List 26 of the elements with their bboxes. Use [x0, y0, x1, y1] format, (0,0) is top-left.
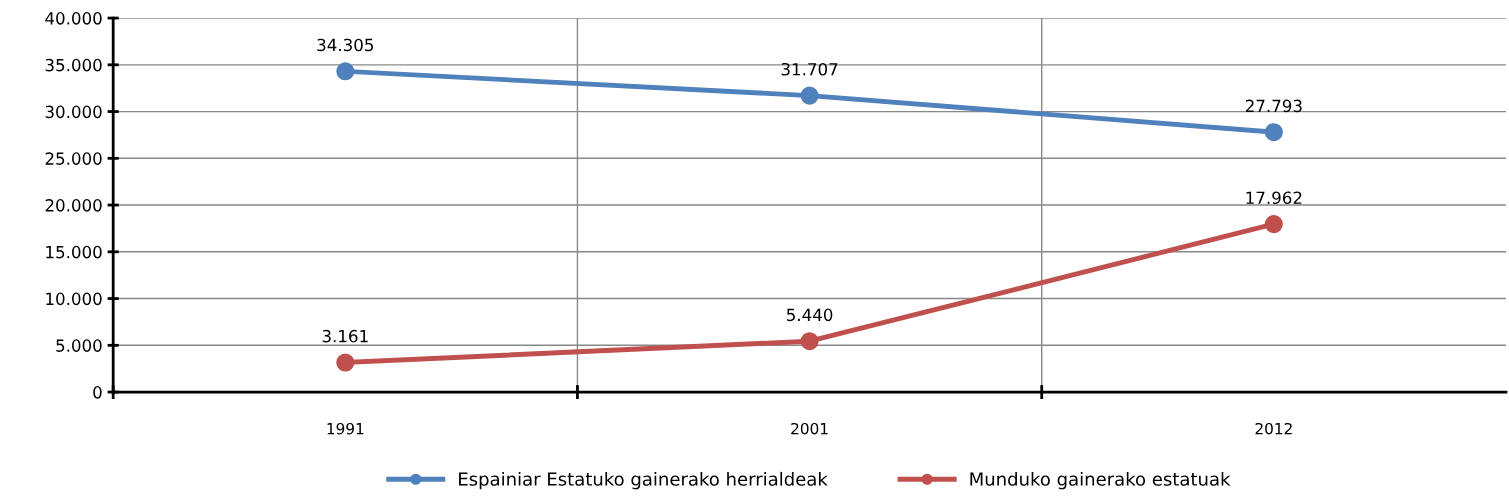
legend-label: Munduko gainerako estatuak [970, 471, 1231, 490]
y-tick-label: 0 [93, 386, 102, 399]
point [800, 332, 819, 351]
text: 31.707 [781, 62, 838, 76]
x-tick-label: 2001 [791, 422, 828, 435]
text: 5.440 [787, 308, 833, 322]
legend-label: Espainiar Estatuko gainerako herrialdeak [459, 471, 828, 490]
text: 34.305 [317, 38, 374, 52]
text: 3.161 [322, 329, 368, 343]
y-tick-label: 10.000 [46, 292, 102, 306]
x-tick-label: 1991 [327, 422, 364, 435]
x-tick-label: 2012 [1255, 422, 1292, 435]
point [1264, 215, 1283, 234]
y-tick-label: 20.000 [45, 199, 102, 212]
y-tick-label: 25.000 [45, 152, 102, 165]
y-tick-label: 30.000 [45, 105, 102, 119]
text: 27.793 [1245, 99, 1302, 113]
point [336, 353, 355, 372]
point [1264, 123, 1283, 142]
point [800, 86, 819, 105]
y-tick-label: 5.000 [56, 339, 102, 352]
text: 17.962 [1246, 191, 1302, 205]
point [336, 62, 355, 81]
y-tick-label: 15.000 [46, 245, 102, 259]
y-tick-label: 35.000 [45, 58, 102, 72]
y-tick-label: 40.000 [45, 12, 102, 25]
